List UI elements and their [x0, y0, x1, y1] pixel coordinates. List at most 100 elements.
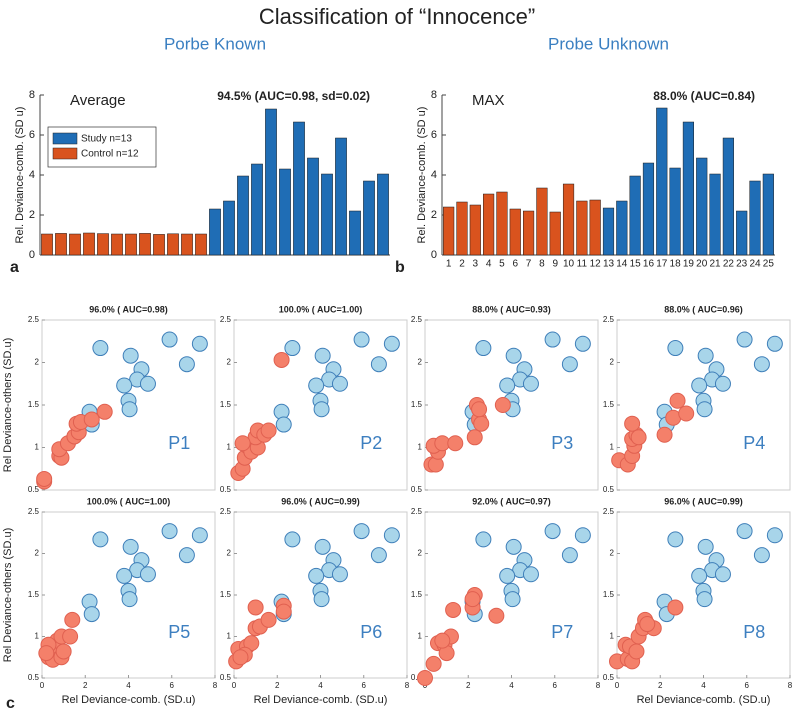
x-tick-label: 21: [709, 259, 721, 270]
point: [475, 340, 492, 357]
point: [753, 356, 770, 373]
bar: [377, 173, 389, 256]
x-tick-label: 22: [723, 259, 735, 270]
bar: [265, 108, 277, 256]
x-tick-label: 25: [763, 259, 775, 270]
y-tick-label: 1: [610, 632, 615, 641]
bar: [722, 137, 734, 256]
point: [308, 567, 325, 584]
bar: [349, 210, 361, 256]
legend-swatch: [52, 147, 78, 160]
figure-title: Classification of “Innocence”: [259, 4, 535, 29]
x-axis-label: Rel Deviance-comb. (SD.u): [254, 694, 388, 706]
point: [561, 547, 578, 564]
y-tick-label: 2: [227, 358, 232, 367]
point: [234, 435, 251, 452]
panel-title: 96.0% ( AUC=0.99): [664, 496, 742, 506]
point: [38, 645, 55, 662]
panel-label: P1: [168, 433, 190, 453]
y-tick-label: 6: [29, 129, 35, 141]
point: [505, 538, 522, 555]
x-tick-label: 6: [553, 681, 558, 690]
y-tick-label: 6: [431, 129, 437, 141]
point: [624, 415, 641, 432]
bar: [69, 233, 81, 256]
point: [353, 523, 370, 540]
y-tick-label: 1.5: [220, 400, 232, 409]
bar: [279, 168, 291, 256]
y-tick-label: 2: [418, 358, 423, 367]
point: [313, 591, 330, 608]
point: [92, 531, 109, 548]
bar: [83, 232, 95, 256]
point: [669, 392, 686, 409]
point: [574, 527, 591, 544]
point: [284, 340, 301, 357]
x-tick-label: 10: [563, 259, 575, 270]
bar: [111, 233, 123, 256]
y-axis-label: Rel Deviance-others (SD.u): [2, 528, 14, 663]
panel-label: P4: [743, 433, 765, 453]
panel-letter: a: [10, 259, 19, 276]
x-tick-label: 3: [473, 259, 479, 270]
panel-label: P8: [743, 622, 765, 642]
point: [544, 523, 561, 540]
point: [284, 531, 301, 548]
y-tick-label: 2.5: [28, 507, 40, 516]
point: [736, 331, 753, 348]
y-tick-label: 1: [610, 443, 615, 452]
y-tick-label: 2: [29, 209, 35, 221]
bar: [237, 175, 249, 256]
bar: [496, 191, 508, 256]
point: [275, 603, 292, 620]
y-tick-label: 2: [418, 549, 423, 558]
x-tick-label: 16: [643, 259, 655, 270]
x-tick-label: 8: [405, 681, 410, 690]
point: [488, 607, 505, 624]
point: [736, 523, 753, 540]
y-tick-label: 2.5: [28, 315, 40, 324]
point: [83, 606, 100, 623]
x-tick-label: 8: [213, 681, 218, 690]
panel-title: Porbe Known: [164, 34, 266, 53]
x-tick-label: 23: [736, 259, 748, 270]
bar: [576, 200, 588, 256]
y-tick-label: 1.5: [28, 590, 40, 599]
point: [121, 591, 138, 608]
panel-title: 100.0% ( AUC=1.00): [279, 304, 362, 314]
y-tick-label: 0: [29, 249, 35, 261]
y-tick-label: 2: [227, 549, 232, 558]
point: [499, 567, 516, 584]
y-tick-label: 0.5: [603, 673, 615, 682]
panel-label: Average: [70, 92, 126, 109]
x-tick-label: 17: [656, 259, 668, 270]
point: [475, 531, 492, 548]
x-tick-label: 9: [552, 259, 558, 270]
y-tick-label: 1.5: [220, 590, 232, 599]
x-tick-label: 2: [459, 259, 465, 270]
point: [656, 426, 673, 443]
y-tick-label: 2: [35, 358, 40, 367]
x-tick-label: 19: [683, 259, 695, 270]
point: [273, 351, 290, 368]
point: [383, 335, 400, 352]
x-tick-label: 0: [615, 681, 620, 690]
x-tick-label: 6: [745, 681, 750, 690]
bar: [251, 163, 263, 256]
bar: [363, 180, 375, 256]
x-tick-label: 14: [616, 259, 628, 270]
panel-title: 88.0% ( AUC=0.93): [472, 304, 550, 314]
point: [639, 616, 656, 633]
point: [766, 335, 783, 352]
panel-label: P3: [551, 433, 573, 453]
point: [36, 470, 53, 487]
point: [122, 347, 139, 364]
x-tick-label: 0: [40, 681, 45, 690]
y-tick-label: 1: [35, 632, 40, 641]
y-tick-label: 2: [610, 358, 615, 367]
bar: [293, 121, 305, 256]
panel-label: P7: [551, 622, 573, 642]
point: [331, 375, 348, 392]
point: [696, 401, 713, 418]
